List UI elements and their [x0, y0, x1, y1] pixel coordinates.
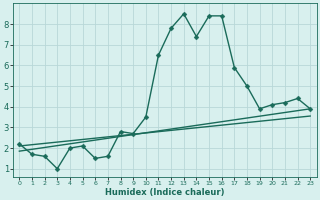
X-axis label: Humidex (Indice chaleur): Humidex (Indice chaleur) — [105, 188, 225, 197]
